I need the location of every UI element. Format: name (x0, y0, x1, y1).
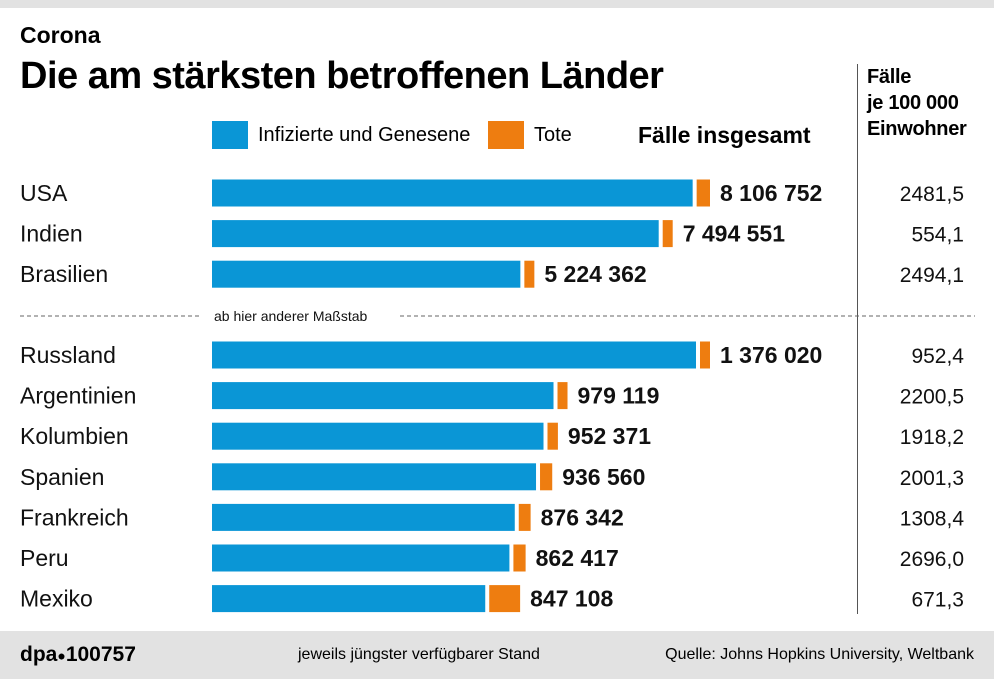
top-bar (0, 0, 994, 8)
total-value-label: 7 494 551 (683, 221, 786, 247)
total-value-label: 936 560 (562, 464, 645, 490)
country-label: Kolumbien (20, 423, 129, 449)
per-capita-value: 1918,2 (900, 426, 964, 449)
total-value-label: 847 108 (530, 586, 613, 612)
bar-infected (212, 503, 515, 531)
bar-deaths (513, 544, 526, 572)
total-value-label: 952 371 (568, 423, 651, 449)
legend-swatch-infected (212, 121, 248, 149)
country-label: Brasilien (20, 261, 108, 287)
bar-deaths (524, 260, 535, 288)
bar-deaths (700, 341, 710, 369)
per-capita-value: 2481,5 (900, 183, 964, 206)
total-value-label: 5 224 362 (544, 261, 646, 287)
legend-swatch-dead (488, 121, 524, 149)
per-capita-column-header: Fälle je 100 000 Einwohner (867, 64, 967, 142)
country-label: USA (20, 180, 68, 206)
per-capita-header-line: Einwohner (867, 118, 967, 140)
bar-infected (212, 382, 554, 410)
bar-chart: USA 8 106 752 2481,5 Indien 7 494 551 554,1 Br… (20, 179, 975, 613)
total-value-label: 979 119 (578, 383, 660, 409)
footer-id-prefix: dpa (20, 643, 58, 666)
footer-note: jeweils jüngster verfügbarer Stand (298, 646, 540, 663)
per-capita-header-line: je 100 000 (867, 92, 959, 114)
country-label: Frankreich (20, 504, 129, 530)
legend-dead: Tote (488, 120, 572, 150)
country-label: Mexiko (20, 586, 93, 612)
bar-infected (212, 463, 537, 491)
bar-deaths (557, 382, 568, 410)
bar-deaths (489, 585, 521, 613)
bar-infected (212, 220, 659, 248)
bar-infected (212, 260, 521, 288)
bar-deaths (662, 220, 673, 248)
total-value-label: 876 342 (541, 504, 624, 530)
country-label: Spanien (20, 464, 104, 490)
chart-title: Die am stärksten betroffenen Länder (20, 55, 664, 97)
legend-label-dead: Tote (534, 123, 572, 146)
total-value-label: 862 417 (536, 545, 619, 571)
bar-infected (212, 544, 510, 572)
per-capita-header-line: Fälle (867, 66, 912, 88)
overline: Corona (20, 22, 101, 48)
legend-infected: Infizierte und Genesene (212, 120, 470, 150)
total-column-header: Fälle insgesamt (638, 122, 811, 148)
country-label: Indien (20, 221, 83, 247)
bar-deaths (696, 179, 710, 207)
bar-infected (212, 585, 486, 613)
bar-infected (212, 341, 696, 369)
per-capita-value: 952,4 (911, 345, 964, 368)
country-label: Argentinien (20, 383, 136, 409)
footer: dpa●100757 jeweils jüngster verfügbarer … (0, 631, 994, 679)
footer-id: dpa●100757 (20, 643, 136, 667)
bar-infected (212, 422, 544, 450)
total-value-label: 8 106 752 (720, 180, 822, 206)
scale-note: ab hier anderer Maßstab (214, 308, 368, 324)
per-capita-value: 2200,5 (900, 386, 964, 409)
per-capita-value: 2494,1 (900, 264, 964, 287)
per-capita-value: 1308,4 (900, 507, 965, 530)
footer-source: Quelle: Johns Hopkins University, Weltba… (665, 646, 974, 663)
country-label: Russland (20, 342, 116, 368)
bar-deaths (547, 422, 558, 450)
per-capita-value: 671,3 (911, 589, 964, 612)
bar-infected (212, 179, 693, 207)
footer-id-number: 100757 (65, 643, 136, 666)
dot-icon: ● (57, 647, 66, 664)
legend-label-infected: Infizierte und Genesene (258, 123, 471, 146)
per-capita-value: 2696,0 (900, 548, 964, 571)
column-divider (857, 64, 858, 614)
country-label: Peru (20, 545, 69, 571)
bar-deaths (540, 463, 553, 491)
per-capita-value: 2001,3 (900, 467, 964, 490)
total-value-label: 1 376 020 (720, 342, 822, 368)
per-capita-value: 554,1 (911, 224, 964, 247)
bar-deaths (518, 503, 531, 531)
